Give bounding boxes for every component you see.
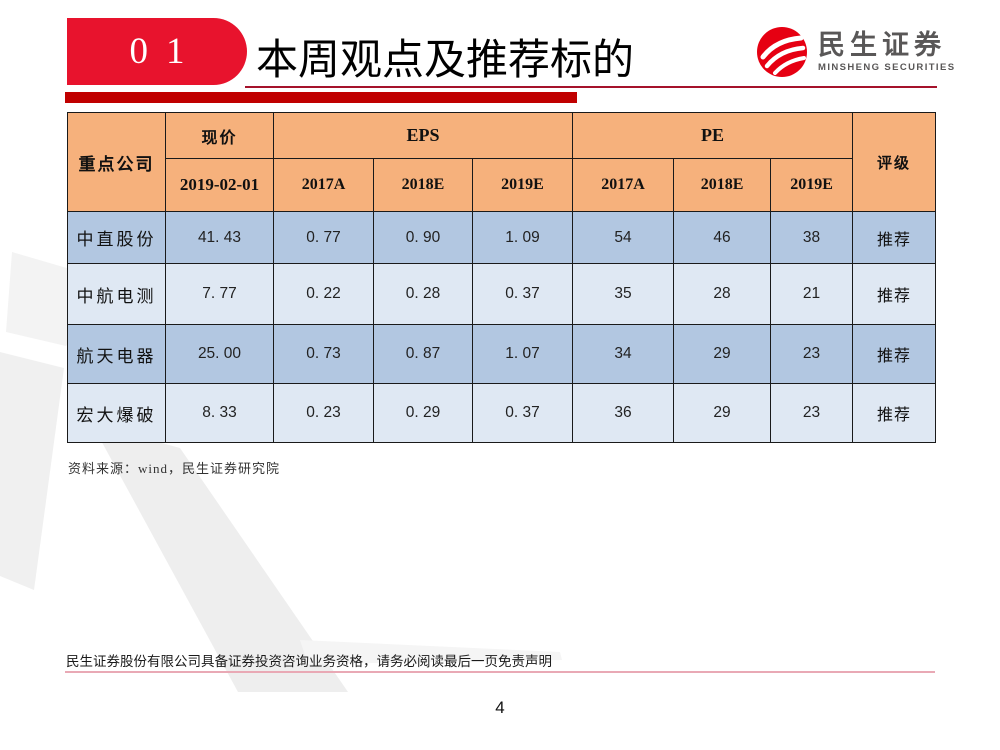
col-header-price: 现价 bbox=[165, 112, 274, 159]
rating-cell: 推荐 bbox=[852, 383, 937, 443]
company-name: 中直股份 bbox=[67, 211, 166, 264]
col-header-eps-2017a: 2017A bbox=[273, 158, 374, 212]
section-number-badge: 01 bbox=[67, 18, 247, 85]
eps-2019e-cell: 0. 37 bbox=[471, 383, 574, 443]
page-number: 4 bbox=[495, 698, 505, 717]
table-row: 中航电测 7. 77 0. 22 0. 28 0. 37 35 28 21 推荐 bbox=[67, 263, 937, 325]
price-cell: 41. 43 bbox=[165, 211, 274, 264]
minsheng-logo: 民生证券 MINSHENG SECURITIES bbox=[756, 26, 955, 78]
rating-cell: 推荐 bbox=[852, 211, 937, 264]
pe-2019e-cell: 21 bbox=[770, 263, 854, 325]
logo-name-en: MINSHENG SECURITIES bbox=[818, 62, 956, 74]
pe-2019e-cell: 23 bbox=[770, 383, 854, 443]
pe-2017a-cell: 35 bbox=[572, 263, 675, 325]
source-note: 资料来源：wind，民生证券研究院 bbox=[68, 461, 281, 476]
col-header-eps: EPS bbox=[272, 112, 574, 159]
company-name: 宏大爆破 bbox=[67, 383, 166, 443]
pe-2018e-cell: 28 bbox=[673, 263, 772, 325]
rating-cell: 推荐 bbox=[852, 263, 937, 325]
col-header-rating: 评级 bbox=[852, 112, 937, 212]
pe-2018e-cell: 29 bbox=[673, 324, 772, 384]
eps-2019e-cell: 0. 37 bbox=[471, 263, 574, 325]
price-cell: 25. 00 bbox=[165, 324, 274, 384]
col-header-eps-2019e: 2019E bbox=[471, 158, 574, 212]
eps-2017a-cell: 0. 23 bbox=[273, 383, 374, 443]
price-cell: 8. 33 bbox=[165, 383, 274, 443]
logo-text: 民生证券 MINSHENG SECURITIES bbox=[818, 29, 956, 74]
company-name: 航天电器 bbox=[67, 324, 166, 384]
header-thick-rule bbox=[65, 92, 577, 103]
eps-2018e-cell: 0. 87 bbox=[373, 324, 473, 384]
eps-2017a-cell: 0. 22 bbox=[273, 263, 374, 325]
pe-2017a-cell: 36 bbox=[572, 383, 675, 443]
col-header-pe-2017a: 2017A bbox=[572, 158, 675, 212]
eps-2018e-cell: 0. 90 bbox=[373, 211, 473, 264]
col-header-pe: PE bbox=[572, 112, 854, 159]
table-row: 宏大爆破 8. 33 0. 23 0. 29 0. 37 36 29 23 推荐 bbox=[67, 383, 937, 443]
table-row: 中直股份 41. 43 0. 77 0. 90 1. 09 54 46 38 推… bbox=[67, 211, 937, 264]
col-header-pe-2019e: 2019E bbox=[770, 158, 854, 212]
footer-disclaimer: 民生证券股份有限公司具备证券投资咨询业务资格，请务必阅读最后一页免责声明 bbox=[66, 654, 552, 669]
eps-2017a-cell: 0. 73 bbox=[273, 324, 374, 384]
footer-rule bbox=[65, 671, 935, 673]
eps-2019e-cell: 1. 09 bbox=[471, 211, 574, 264]
eps-2017a-cell: 0. 77 bbox=[273, 211, 374, 264]
eps-2019e-cell: 1. 07 bbox=[471, 324, 574, 384]
page-title: 本周观点及推荐标的 bbox=[256, 38, 635, 84]
logo-name-cn: 民生证券 bbox=[818, 29, 946, 60]
pe-2018e-cell: 29 bbox=[673, 383, 772, 443]
price-cell: 7. 77 bbox=[165, 263, 274, 325]
stock-recommendation-table: 重点公司 现价 EPS PE 评级 2019-02-01 2017A 2018E… bbox=[67, 112, 937, 443]
col-header-company: 重点公司 bbox=[67, 112, 166, 212]
pe-2017a-cell: 54 bbox=[572, 211, 675, 264]
col-header-price-date: 2019-02-01 bbox=[165, 158, 274, 212]
eps-2018e-cell: 0. 28 bbox=[373, 263, 473, 325]
pe-2017a-cell: 34 bbox=[572, 324, 675, 384]
pe-2019e-cell: 23 bbox=[770, 324, 854, 384]
company-name: 中航电测 bbox=[67, 263, 166, 325]
eps-2018e-cell: 0. 29 bbox=[373, 383, 473, 443]
minsheng-logo-icon bbox=[757, 27, 807, 77]
pe-2018e-cell: 46 bbox=[673, 211, 772, 264]
header-thin-rule bbox=[245, 86, 937, 88]
table-row: 航天电器 25. 00 0. 73 0. 87 1. 07 34 29 23 推… bbox=[67, 324, 937, 384]
pe-2019e-cell: 38 bbox=[770, 211, 854, 264]
col-header-eps-2018e: 2018E bbox=[373, 158, 473, 212]
rating-cell: 推荐 bbox=[852, 324, 937, 384]
col-header-pe-2018e: 2018E bbox=[673, 158, 772, 212]
section-number: 01 bbox=[129, 31, 203, 72]
